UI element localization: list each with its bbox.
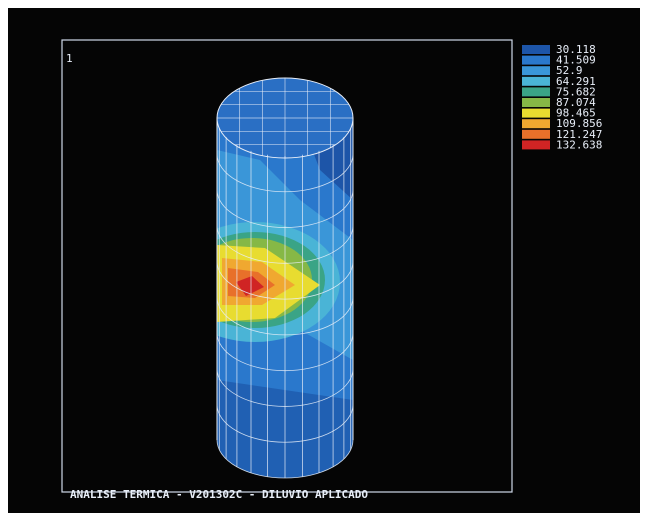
legend-swatch	[522, 77, 550, 86]
legend-swatch	[522, 56, 550, 65]
legend-swatch	[522, 130, 550, 139]
legend-swatch	[522, 140, 550, 149]
legend-swatch	[522, 109, 550, 118]
legend-swatch	[522, 119, 550, 128]
legend-label: 132.638	[556, 138, 602, 151]
legend-swatch	[522, 45, 550, 54]
footer-title: ANALISE TERMICA - V201302C - DILUVIO APL…	[70, 488, 368, 501]
viewport-marker: 1	[66, 52, 73, 65]
page: 1 30.11841.50952.964.29175.68287.07498.4…	[0, 0, 646, 524]
legend-swatch	[522, 66, 550, 75]
legend-swatch	[522, 98, 550, 107]
legend-swatch	[522, 87, 550, 96]
screen: 1 30.11841.50952.964.29175.68287.07498.4…	[0, 0, 646, 520]
